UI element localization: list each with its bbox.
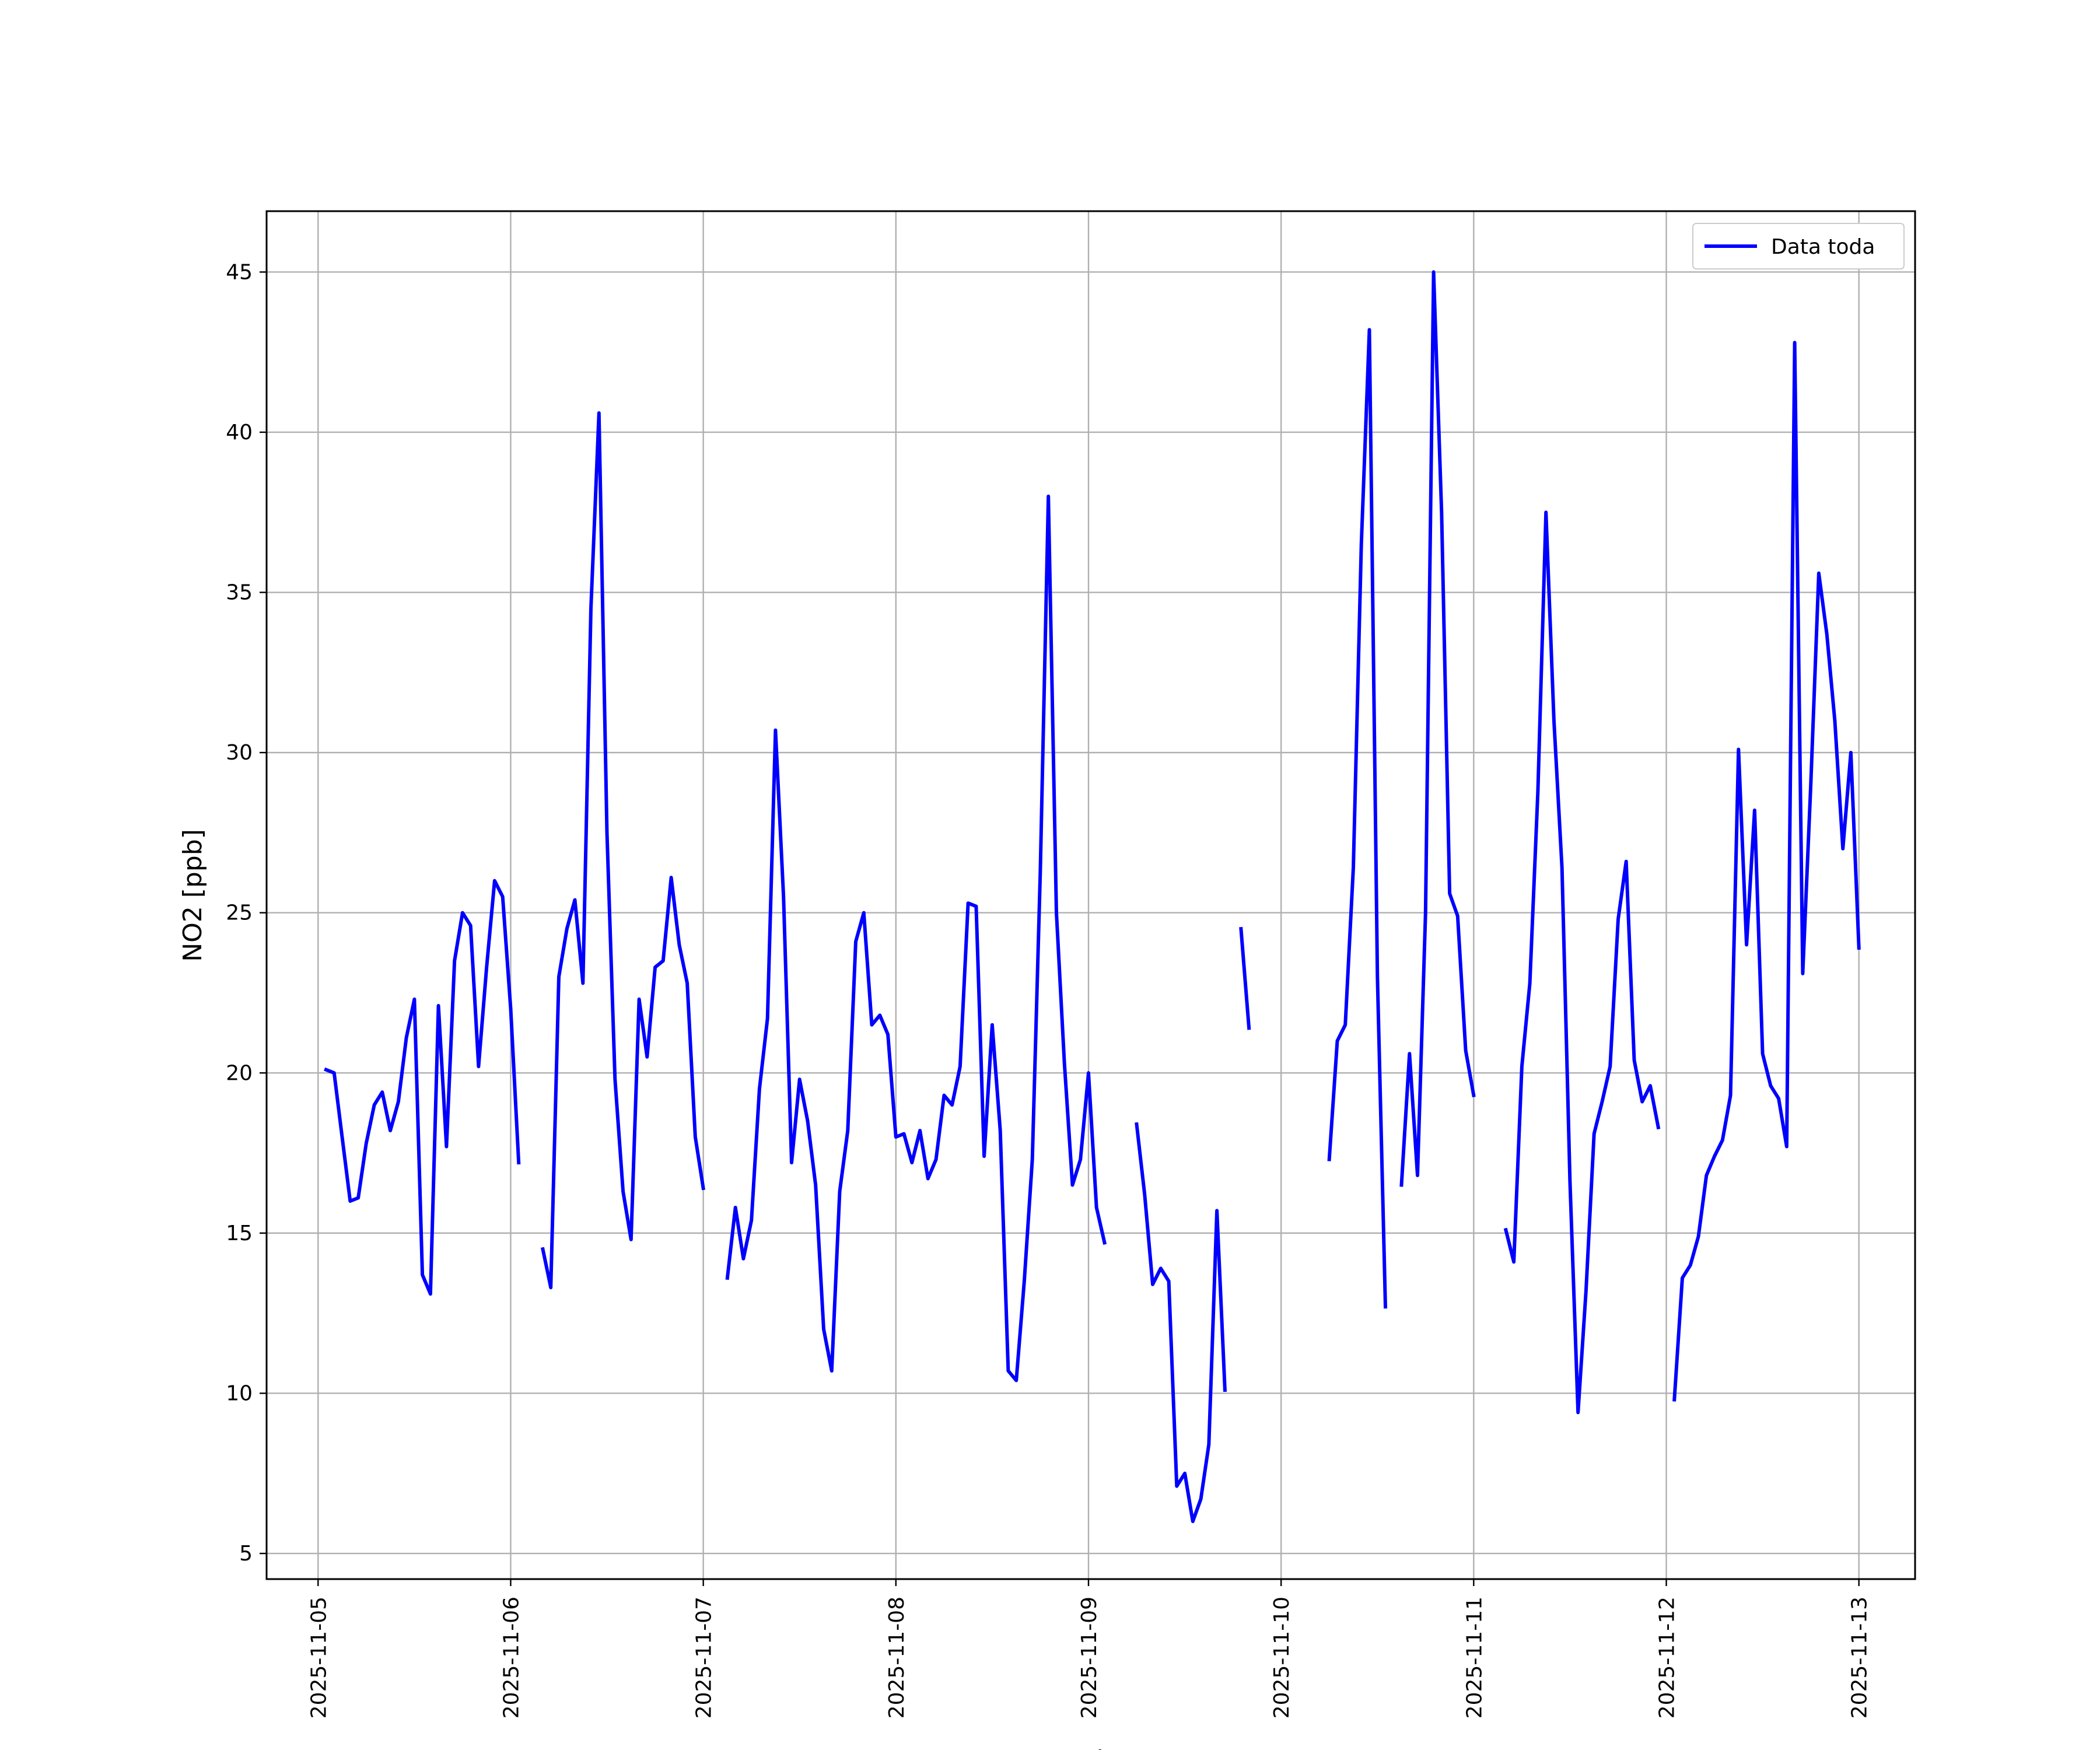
y-tick-label: 35	[226, 581, 253, 605]
legend-label: Data toda	[1771, 235, 1875, 259]
x-tick-label: 2025-11-12	[1656, 1597, 1679, 1718]
series-line-segment	[1672, 341, 1861, 1402]
y-axis: 5 10 15 20 25 30 35 40 45	[226, 260, 267, 1566]
legend: Data toda	[1692, 223, 1905, 270]
x-axis-label: Fecha	[1053, 1745, 1128, 1750]
x-tick-label: 2025-11-06	[499, 1597, 523, 1718]
y-tick-label: 45	[226, 260, 253, 284]
y-axis-label: NO2 [ppb]	[178, 829, 208, 962]
grid-lines	[267, 211, 1915, 1579]
series-line-segment	[1135, 1122, 1227, 1524]
x-axis: 2025-11-05 2025-11-06 2025-11-07 2025-11-08…	[307, 1579, 1872, 1718]
y-tick-label: 25	[226, 901, 253, 925]
x-tick-label: 2025-11-07	[692, 1597, 716, 1718]
x-tick-label: 2025-11-05	[307, 1597, 331, 1718]
series-group	[324, 270, 1861, 1524]
plot-frame	[265, 210, 1916, 1580]
y-tick-label: 5	[239, 1542, 253, 1566]
series-line-segment	[540, 411, 706, 1290]
series-line-segment	[1239, 926, 1251, 1030]
x-tick-label: 2025-11-10	[1270, 1597, 1294, 1718]
x-tick-label: 2025-11-13	[1848, 1597, 1872, 1718]
series-line-segment	[725, 494, 1107, 1382]
y-tick-label: 20	[226, 1061, 253, 1085]
series-line-segment	[324, 878, 521, 1296]
series-line-segment	[1399, 270, 1476, 1187]
x-tick-label: 2025-11-09	[1077, 1597, 1101, 1718]
y-tick-label: 40	[226, 421, 253, 444]
legend-box	[1692, 223, 1905, 270]
x-tick-label: 2025-11-08	[885, 1597, 909, 1718]
x-tick-label: 2025-11-11	[1462, 1597, 1486, 1718]
y-tick-label: 15	[226, 1222, 253, 1245]
y-tick-label: 30	[226, 741, 253, 765]
series-line-segment	[1327, 328, 1388, 1309]
y-tick-label: 10	[226, 1381, 253, 1405]
y-axis-label-text: NO2 [ppb]	[178, 829, 208, 962]
series-line-segment	[1503, 510, 1661, 1415]
